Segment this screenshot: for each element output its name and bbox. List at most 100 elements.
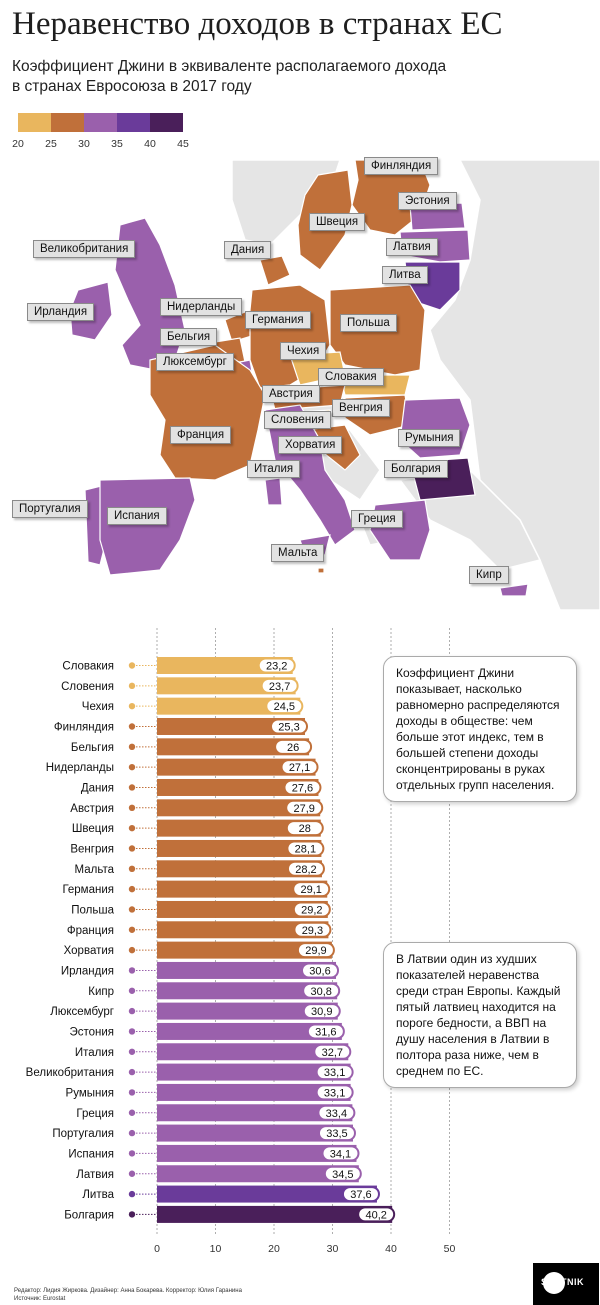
category-label: Кипр	[88, 986, 114, 998]
bar	[157, 1063, 351, 1081]
source-text: Источник: Eurostat	[14, 1296, 66, 1302]
category-dot	[128, 1109, 136, 1116]
category-label: Греция	[76, 1108, 114, 1120]
map-region-denmark	[259, 255, 291, 286]
category-dot	[128, 743, 136, 751]
value-label: 28,1	[295, 843, 316, 855]
value-pill	[292, 881, 331, 898]
value-pill	[302, 982, 341, 999]
map-region-romania	[399, 397, 471, 459]
value-pill	[280, 759, 319, 776]
bar	[157, 961, 337, 979]
category-label: Испания	[68, 1148, 114, 1160]
map-label-poland: Польша	[340, 314, 397, 332]
bar	[157, 839, 322, 857]
map-label-france: Франция	[170, 426, 232, 444]
value-pill	[265, 698, 304, 715]
bar	[157, 1022, 342, 1040]
category-dot	[128, 845, 136, 852]
value-pill	[296, 942, 335, 959]
bar	[157, 1185, 377, 1203]
value-pill	[357, 1206, 396, 1223]
value-label: 30,6	[309, 965, 330, 977]
category-label: Латвия	[76, 1169, 114, 1181]
map-svg	[69, 159, 600, 610]
value-pill	[293, 921, 332, 938]
bar	[157, 738, 310, 756]
sputnik-logo: SPUTNIK	[533, 1263, 599, 1305]
bar	[157, 758, 316, 776]
map-label-sweden: Швеция	[309, 213, 366, 231]
legend-tick-label: 20	[12, 138, 24, 150]
category-label: Мальта	[75, 864, 115, 876]
category-dot	[128, 1089, 136, 1096]
bar	[157, 697, 301, 715]
value-pill	[274, 738, 313, 755]
category-label: Эстония	[69, 1026, 114, 1038]
value-label: 29,2	[301, 904, 322, 916]
bar	[157, 717, 306, 735]
x-tick-label: 20	[268, 1243, 280, 1255]
bar	[157, 1124, 353, 1142]
bar	[157, 1144, 357, 1162]
map-label-austria: Австрия	[262, 385, 320, 403]
category-label: Венгрия	[70, 843, 114, 855]
map-label-ireland: Ирландия	[27, 303, 95, 321]
legend-swatch-40-45	[150, 113, 183, 132]
page-title: Неравенство доходов в странах ЕС	[12, 6, 503, 42]
map-label-greece: Греция	[351, 510, 403, 528]
category-dot	[128, 885, 136, 893]
category-label: Хорватия	[64, 945, 114, 957]
value-pill	[285, 799, 324, 816]
category-dot	[128, 967, 136, 974]
map-label-latvia: Латвия	[386, 238, 438, 256]
subtitle-line-1: Коэффициент Джини в эквиваленте располаг…	[12, 58, 447, 75]
value-label: 37,6	[350, 1189, 371, 1201]
category-dot	[128, 1190, 136, 1198]
category-label: Великобритания	[26, 1067, 114, 1079]
x-tick-label: 30	[327, 1243, 339, 1255]
map-region-spain	[99, 477, 196, 576]
logo-text: SPUTNIK	[541, 1277, 585, 1287]
map-region-malta	[317, 567, 325, 574]
value-label: 31,6	[315, 1026, 336, 1038]
bar	[157, 941, 332, 959]
value-label: 30,8	[310, 986, 331, 998]
bar	[157, 1165, 359, 1183]
map-label-netherlands: Нидерланды	[160, 298, 243, 316]
category-dot	[128, 1150, 136, 1157]
map-label-denmark: Дания	[224, 241, 272, 259]
category-label: Франция	[67, 925, 114, 937]
value-label: 30,9	[311, 1006, 332, 1018]
value-pill	[257, 657, 296, 674]
category-dot	[128, 926, 136, 933]
value-pill	[321, 1145, 360, 1162]
map-label-slovenia: Словения	[264, 411, 331, 429]
map-region-cyprus	[499, 583, 529, 597]
value-label: 33,5	[326, 1128, 347, 1140]
map-label-uk: Великобритания	[33, 240, 136, 258]
category-dot	[128, 1211, 136, 1218]
category-label: Чехия	[82, 701, 114, 713]
legend-tick-label: 35	[111, 138, 123, 150]
category-label: Португалия	[52, 1128, 114, 1140]
bar	[157, 860, 322, 878]
map-label-bulgaria: Болгария	[384, 460, 448, 478]
bar	[157, 921, 329, 939]
category-label: Финляндия	[54, 721, 114, 733]
category-label: Германия	[62, 884, 114, 896]
map-label-croatia: Хорватия	[278, 436, 343, 454]
gini-bar-chart: 0 10 20 30 40 50 Словакия 23,2 Словения 23,7 Чехия…	[0, 626, 600, 1266]
x-tick-label: 10	[210, 1243, 222, 1255]
value-label: 23,7	[269, 681, 290, 693]
bar	[157, 819, 321, 837]
logo-circle-icon	[543, 1272, 565, 1294]
category-dot	[128, 702, 136, 710]
category-label: Румыния	[66, 1087, 114, 1099]
map-label-finland: Финляндия	[364, 157, 439, 175]
category-dot	[128, 763, 136, 771]
category-dot	[128, 662, 136, 669]
map-label-germany: Германия	[245, 311, 311, 329]
value-pill	[302, 1003, 341, 1020]
value-label: 27,9	[294, 803, 315, 815]
